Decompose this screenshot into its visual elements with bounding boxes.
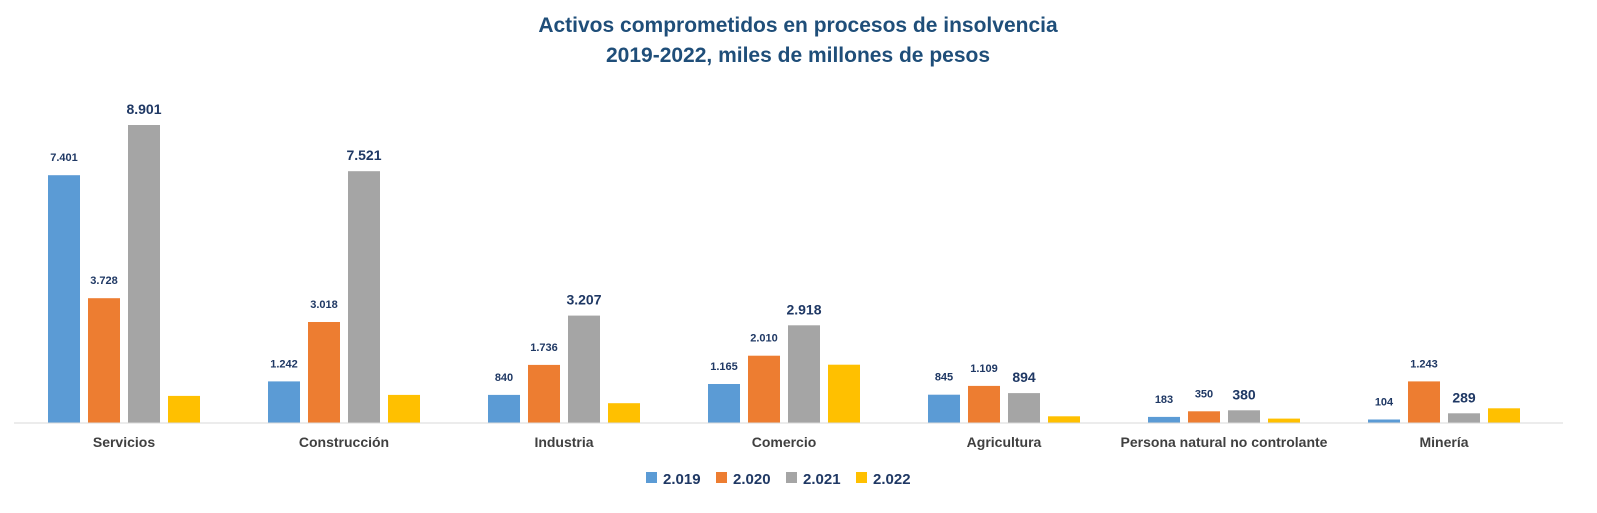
- bar-comercio-2-020: [748, 355, 780, 423]
- bar-construccion-2-021: [348, 171, 380, 423]
- data-label-comercio-2-020: 2.010: [750, 333, 778, 345]
- legend-swatch-2-022: [856, 472, 867, 483]
- category-labels: Servicios Construcción Industria Comercio Ag…: [93, 434, 1469, 450]
- category-label-persona-natural-no-controlante: Persona natural no controlante: [1121, 434, 1328, 450]
- bar-mineria-2-021: [1448, 413, 1480, 423]
- legend-swatch-2-020: [716, 472, 727, 483]
- bar-persona-natural-no-controlante-2-019: [1148, 416, 1180, 423]
- bar-mineria-2-020: [1408, 381, 1440, 423]
- bar-agricultura-2-019: [928, 394, 960, 423]
- data-label-construccion-2-020: 3.018: [310, 299, 338, 311]
- data-label-construccion-2-019: 1.242: [270, 358, 298, 370]
- legend-swatch-2-019: [646, 472, 657, 483]
- data-label-industria-2-019: 840: [495, 372, 513, 384]
- bar-servicios-2-019: [48, 175, 80, 423]
- data-label-agricultura-2-021: 894: [1012, 369, 1036, 385]
- category-label-agricultura: Agricultura: [967, 434, 1042, 450]
- bar-servicios-2-022: [168, 395, 200, 423]
- bar-persona-natural-no-controlante-2-020: [1188, 411, 1220, 423]
- data-label-mineria-2-020: 1.243: [1410, 358, 1438, 370]
- category-label-comercio: Comercio: [752, 434, 817, 450]
- bar-construccion-2-022: [388, 394, 420, 423]
- bar-agricultura-2-021: [1008, 393, 1040, 423]
- data-label-agricultura-2-019: 845: [935, 372, 953, 384]
- bar-industria-2-021: [568, 315, 600, 423]
- bar-industria-2-020: [528, 364, 560, 423]
- category-label-construccion: Construcción: [299, 434, 389, 450]
- bar-persona-natural-no-controlante-2-021: [1228, 410, 1260, 423]
- data-label-persona-natural-no-controlante-2-020: 350: [1195, 388, 1213, 400]
- data-label-mineria-2-021: 289: [1452, 389, 1476, 405]
- bars-layer: 7.401 3.728 8.901 1.242 3.018 7.521 840 1.736 3.…: [48, 101, 1520, 423]
- legend-label-2-019: 2.019: [663, 471, 701, 488]
- bar-construccion-2-020: [308, 322, 340, 423]
- legend-label-2-020: 2.020: [733, 471, 771, 488]
- data-label-industria-2-021: 3.207: [566, 292, 601, 308]
- legend-label-2-021: 2.021: [803, 471, 841, 488]
- data-label-persona-natural-no-controlante-2-021: 380: [1232, 386, 1256, 402]
- bar-mineria-2-019: [1368, 419, 1400, 423]
- legend-label-2-022: 2.022: [873, 471, 911, 488]
- legend: 2.019 2.020 2.021 2.022: [646, 471, 911, 488]
- data-label-persona-natural-no-controlante-2-019: 183: [1155, 394, 1173, 406]
- bar-mineria-2-022: [1488, 408, 1520, 423]
- bar-comercio-2-021: [788, 325, 820, 423]
- data-label-construccion-2-021: 7.521: [346, 147, 381, 163]
- category-label-mineria: Minería: [1419, 434, 1468, 450]
- bar-servicios-2-021: [128, 125, 160, 423]
- bar-servicios-2-020: [88, 298, 120, 423]
- data-label-comercio-2-019: 1.165: [710, 361, 738, 373]
- data-label-comercio-2-021: 2.918: [786, 301, 821, 317]
- bar-agricultura-2-022: [1048, 416, 1080, 423]
- bar-comercio-2-019: [708, 384, 740, 423]
- bar-industria-2-022: [608, 403, 640, 423]
- data-label-servicios-2-020: 3.728: [90, 275, 118, 287]
- bar-comercio-2-022: [828, 364, 860, 423]
- data-label-agricultura-2-020: 1.109: [970, 363, 998, 375]
- data-label-mineria-2-019: 104: [1375, 397, 1394, 409]
- category-label-industria: Industria: [534, 434, 593, 450]
- data-label-servicios-2-019: 7.401: [50, 152, 78, 164]
- bar-construccion-2-019: [268, 381, 300, 423]
- data-label-industria-2-020: 1.736: [530, 342, 558, 354]
- bar-industria-2-019: [488, 394, 520, 423]
- bar-agricultura-2-020: [968, 385, 1000, 423]
- chart-title-line-2: 2019-2022, miles de millones de pesos: [606, 44, 990, 67]
- data-label-servicios-2-021: 8.901: [126, 101, 161, 117]
- chart-title-line-1: Activos comprometidos en procesos de ins…: [538, 14, 1058, 37]
- category-label-servicios: Servicios: [93, 434, 155, 450]
- legend-swatch-2-021: [786, 472, 797, 483]
- bar-persona-natural-no-controlante-2-022: [1268, 418, 1300, 423]
